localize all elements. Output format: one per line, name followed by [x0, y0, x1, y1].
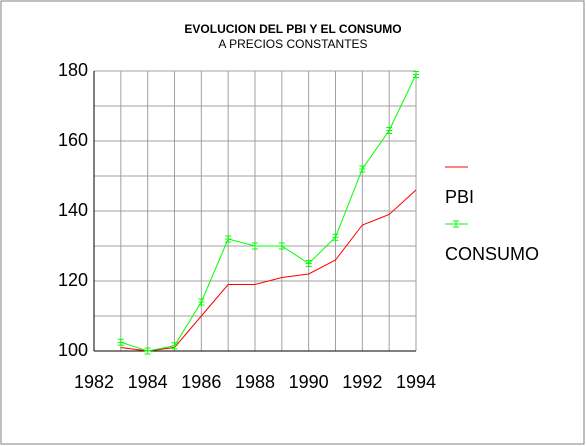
marker	[453, 220, 459, 228]
x-tick-label: 1994	[396, 372, 436, 392]
x-tick-label: 1988	[235, 372, 275, 392]
y-tick-label: 160	[58, 130, 88, 150]
marker	[359, 165, 366, 173]
y-tick-label: 140	[58, 200, 88, 220]
marker	[413, 71, 419, 78]
marker	[144, 347, 151, 355]
series-line	[120, 189, 417, 352]
x-tick-label: 1990	[289, 372, 329, 392]
legend-label: PBI	[445, 187, 474, 207]
x-tick-label: 1986	[181, 372, 221, 392]
y-tick-label: 100	[58, 340, 88, 360]
marker	[386, 127, 393, 134]
x-tick-label: 1992	[342, 372, 382, 392]
marker	[171, 342, 178, 350]
marker	[225, 235, 232, 243]
marker	[117, 338, 124, 346]
series-line	[120, 74, 417, 352]
y-tick-label: 180	[58, 60, 88, 80]
marker	[198, 298, 205, 306]
chart-title: EVOLUCION DEL PBI Y EL CONSUMO	[184, 22, 401, 36]
chart-subtitle: A PRECIOS CONSTANTES	[218, 37, 367, 51]
legend-label: CONSUMO	[445, 244, 539, 264]
marker	[278, 242, 285, 250]
x-tick-label: 1982	[74, 372, 114, 392]
y-tick-label: 120	[58, 270, 88, 290]
marker	[252, 242, 258, 250]
marker	[332, 233, 339, 241]
x-tick-label: 1984	[128, 372, 168, 392]
marker	[305, 260, 312, 267]
